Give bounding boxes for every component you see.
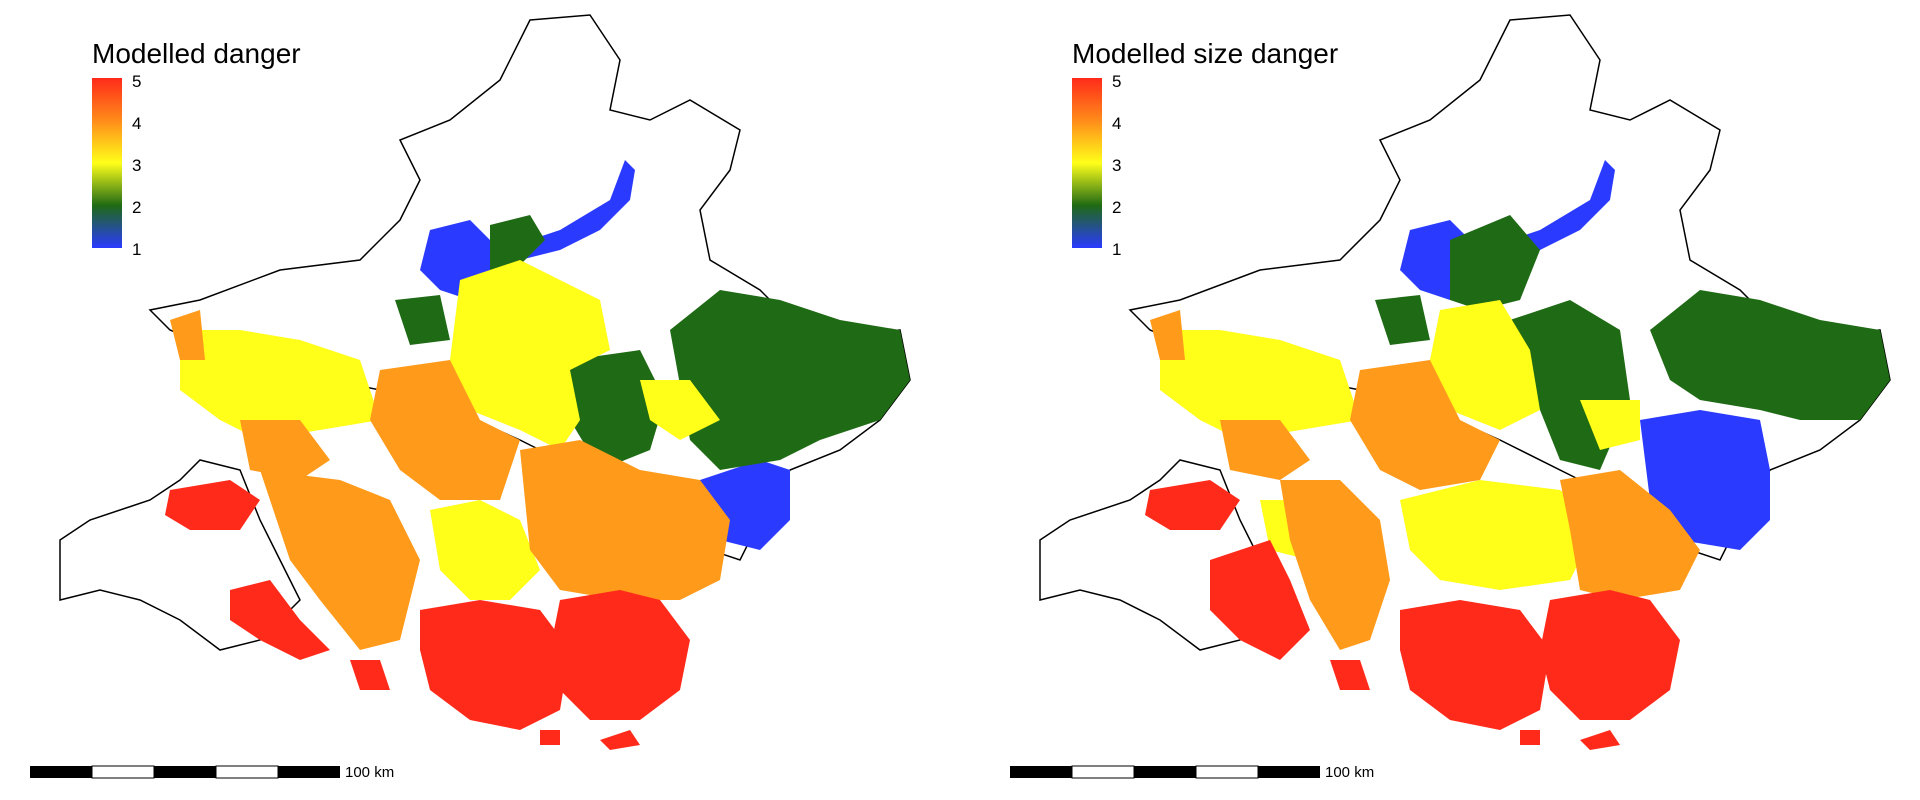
scale-label: 100 km — [1325, 764, 1375, 781]
zone-very-high-3 — [1400, 600, 1550, 730]
zone-very-high-6 — [540, 730, 560, 745]
zone-high-1 — [1350, 360, 1500, 490]
legend-tick-2: 2 — [1112, 198, 1122, 217]
scale-bar — [30, 765, 340, 779]
legend-colorbar — [1072, 78, 1102, 248]
zone-high-5 — [1150, 310, 1185, 360]
zone-high-4 — [1280, 480, 1390, 650]
legend-colorbar — [92, 78, 122, 248]
zone-very-high-6 — [1520, 730, 1540, 745]
zone-high-2 — [1560, 470, 1700, 600]
map-panel-modelled-size-danger: Modelled size danger 5 4 3 2 1 100 km — [980, 0, 1920, 800]
zone-low-north — [490, 215, 545, 270]
zone-very-high-7 — [1580, 730, 1620, 750]
legend-tick-5: 5 — [1112, 72, 1122, 91]
zone-very-high-1 — [165, 480, 260, 530]
zone-low-west — [395, 295, 450, 345]
legend-tick-2: 2 — [132, 198, 142, 217]
zone-low-east — [670, 290, 910, 470]
zone-medium-3 — [640, 380, 720, 440]
zone-medium-2 — [180, 330, 380, 440]
scale-bar — [1010, 765, 1320, 779]
zone-very-high-1 — [1145, 480, 1240, 530]
scale-label: 100 km — [345, 764, 395, 781]
zone-very-high-7 — [600, 730, 640, 750]
legend-tick-5: 5 — [132, 72, 142, 91]
zone-low-west — [1375, 295, 1430, 345]
legend-title: Modelled danger — [92, 38, 301, 69]
zone-very-high-5 — [350, 660, 390, 690]
legend-tick-3: 3 — [1112, 156, 1122, 175]
zone-very-high-2 — [230, 580, 330, 660]
zone-high-3 — [240, 420, 330, 480]
zone-very-high-5 — [1330, 660, 1370, 690]
legend-title: Modelled size danger — [1072, 38, 1339, 69]
zone-very-high-4 — [1540, 590, 1680, 720]
zone-very-high-2 — [1210, 540, 1310, 660]
zone-medium-2 — [1160, 330, 1360, 440]
zone-medium-3 — [1580, 400, 1640, 450]
zone-high-5 — [170, 310, 205, 360]
zone-low-north — [1450, 215, 1540, 310]
zone-medium-1 — [1430, 300, 1540, 430]
zone-high-3 — [1220, 420, 1310, 480]
zone-very-high-4 — [550, 590, 690, 720]
zone-medium-1 — [450, 260, 610, 450]
zone-high-2 — [520, 440, 730, 600]
zone-low-east — [1650, 290, 1890, 420]
legend-tick-3: 3 — [132, 156, 142, 175]
legend-tick-4: 4 — [132, 114, 142, 133]
legend-tick-1: 1 — [132, 240, 142, 259]
map-canvas — [30, 14, 911, 779]
zone-medium-4 — [1400, 480, 1600, 590]
map-canvas — [1010, 14, 1891, 779]
zone-high-1 — [370, 360, 520, 500]
legend-tick-1: 1 — [1112, 240, 1122, 259]
zone-very-low-north — [420, 160, 635, 300]
zone-very-high-3 — [420, 600, 570, 730]
map-panel-modelled-danger: Modelled danger 5 4 3 2 1 100 km — [30, 14, 911, 781]
legend-tick-4: 4 — [1112, 114, 1122, 133]
zone-medium-4 — [430, 500, 540, 600]
zone-high-4 — [260, 470, 420, 650]
